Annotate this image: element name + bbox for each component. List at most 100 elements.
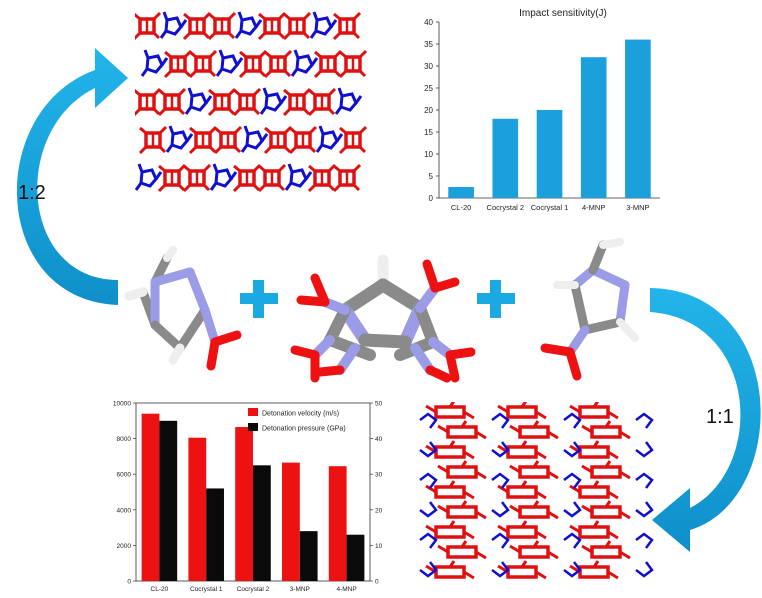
mnp-molecule <box>159 11 188 39</box>
cl20-molecule <box>182 163 212 193</box>
y-tick-label-left: 6000 <box>117 472 132 479</box>
x-tick-label: Cocrystal 1 <box>531 203 569 212</box>
bar-velocity-3-mnp <box>282 462 300 581</box>
mnp-molecule <box>240 125 269 153</box>
cl20-molecule <box>569 560 619 580</box>
bar-cl-20 <box>448 187 474 198</box>
x-tick-label: Cocrystal 2 <box>237 586 270 593</box>
cl20-molecule <box>569 402 619 420</box>
cl20-molecule <box>257 11 287 41</box>
cl20-molecule <box>509 460 559 480</box>
cl20-molecule <box>232 87 262 117</box>
cl20-molecule <box>581 500 631 520</box>
cl20-molecule <box>569 440 619 460</box>
cl20-molecule <box>497 440 547 460</box>
mnp-molecule <box>184 87 213 115</box>
y-tick-label-left: 0 <box>127 579 131 586</box>
cl20-molecule <box>338 125 367 155</box>
mnp-molecule <box>284 163 313 191</box>
mnp-molecule <box>563 472 582 489</box>
mnp-molecule <box>563 561 582 578</box>
bar-velocity-cocrystal-1 <box>188 437 207 581</box>
cl20-molecule <box>188 49 218 79</box>
bar-4-mnp <box>580 57 607 199</box>
cl20-molecule <box>282 11 312 41</box>
mnp-molecule <box>215 49 244 77</box>
cl20-molecule <box>425 480 475 500</box>
x-tick-label: 4-MNP <box>336 586 356 593</box>
mnp-molecule <box>315 125 344 153</box>
legend-swatch-pressure <box>248 423 258 431</box>
bar-pressure-cocrystal-2 <box>253 465 271 581</box>
chart-title: Impact sensitivity(J) <box>519 8 607 19</box>
y-tick-label: 0 <box>429 194 434 203</box>
y-tick-label-right: 50 <box>375 401 383 408</box>
cl20-molecule <box>437 420 487 440</box>
mnp-molecule <box>635 501 654 518</box>
cl20-molecule <box>497 520 547 540</box>
chart-legend: Detonation velocity (m/s) Detonation pre… <box>248 408 346 433</box>
cl20-molecule <box>338 49 367 79</box>
ratio-label-1-2: 1:2 <box>18 182 46 204</box>
cl20-molecule <box>425 402 475 420</box>
x-tick-label: 3-MNP <box>626 203 649 212</box>
y-tick-label-left: 8000 <box>117 436 132 443</box>
mnp-molecule <box>419 532 438 549</box>
mnp-molecule <box>234 11 263 39</box>
cl20-molecule <box>207 11 237 41</box>
molecule-row <box>124 238 639 383</box>
cl20-molecule <box>182 11 212 41</box>
arrow-to-cocrystal-1-2 <box>16 48 128 305</box>
mnp-molecule <box>635 561 654 578</box>
mnp-molecule <box>290 49 319 77</box>
cl20-molecule <box>497 402 547 420</box>
mnp-molecule <box>309 11 338 39</box>
mnp-molecule <box>259 87 288 115</box>
mnp-molecule <box>491 501 510 518</box>
cl20-molecule <box>157 87 187 117</box>
mnp-molecule <box>135 163 163 191</box>
cl20-molecule <box>425 520 475 540</box>
cl20-molecule <box>238 49 268 79</box>
cl20-molecule <box>282 87 312 117</box>
mnp-molecule <box>419 561 438 578</box>
mnp-molecule <box>635 441 654 458</box>
x-tick-label: CL-20 <box>451 203 471 212</box>
x-tick-label: CL-20 <box>151 586 169 593</box>
bar-velocity-4-mnp <box>328 466 347 581</box>
cl20-molecule <box>509 500 559 520</box>
y-tick-label-right: 0 <box>375 579 379 586</box>
y-tick-label-right: 10 <box>375 543 383 550</box>
cl20-molecule <box>509 540 559 560</box>
chart-bars <box>141 413 365 581</box>
y-tick-label: 5 <box>429 172 434 181</box>
x-tick-label: Cocrystal 1 <box>190 586 223 593</box>
cl20-molecule <box>581 460 631 480</box>
impact-sensitivity-chart: Impact sensitivity(J) 0 5 10 15 20 25 30 35 40 CL… <box>424 8 660 212</box>
y-tick-label-left: 4000 <box>117 507 132 514</box>
mnp-molecule <box>491 412 510 429</box>
mnp-molecule <box>334 87 363 115</box>
mnp-molecule <box>635 412 654 429</box>
molecule-mnp-right <box>540 238 639 381</box>
bar-cocrystal-2 <box>492 118 519 198</box>
cl20-molecule <box>425 560 475 580</box>
legend-label-velocity: Detonation velocity (m/s) <box>262 411 339 418</box>
cl20-molecule <box>232 163 262 193</box>
cl20-molecule <box>497 480 547 500</box>
cl20-molecule <box>188 125 218 155</box>
molecule-mnp-left <box>124 246 242 371</box>
cl20-molecule <box>135 11 162 41</box>
cl20-molecule <box>437 460 487 480</box>
cl20-molecule <box>332 163 362 193</box>
mnp-molecule <box>491 472 510 489</box>
mnp-molecule <box>140 49 169 77</box>
mnp-molecule <box>419 501 438 518</box>
mnp-molecule <box>491 561 510 578</box>
cl20-molecule <box>569 480 619 500</box>
molecule-cl20 <box>290 254 476 383</box>
cl20-molecule <box>213 125 243 155</box>
mnp-molecule <box>635 532 654 549</box>
cocrystal-packing-1-2 <box>135 11 367 193</box>
y-tick-label: 15 <box>424 128 433 137</box>
